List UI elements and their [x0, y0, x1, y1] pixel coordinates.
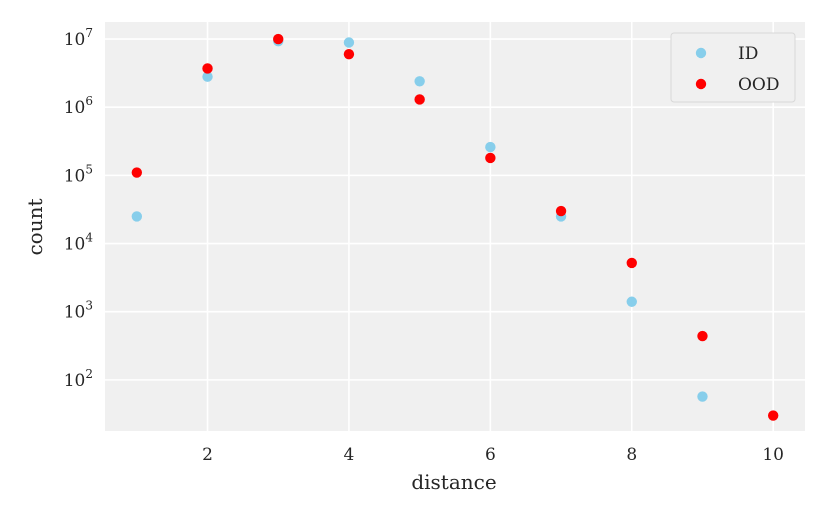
- x-tick-label: 8: [626, 445, 637, 465]
- point-id: [414, 76, 425, 87]
- legend-marker-ood: [695, 78, 707, 90]
- y-tick-label: 107: [64, 26, 93, 50]
- point-id: [343, 37, 355, 48]
- point-ood: [414, 94, 425, 105]
- legend: ID OOD: [670, 32, 796, 103]
- legend-label-id: ID: [738, 44, 758, 64]
- x-tick-label: 6: [485, 445, 496, 465]
- x-axis-ticks: 2 4 6 8 10: [202, 445, 784, 465]
- point-id: [485, 141, 496, 153]
- point-ood: [697, 330, 708, 342]
- x-tick-label: 2: [202, 445, 213, 465]
- x-tick-label: 10: [762, 445, 784, 465]
- point-ood: [343, 48, 355, 60]
- point-id: [131, 211, 143, 222]
- legend-marker-id: [695, 47, 707, 59]
- legend-label-ood: OOD: [738, 75, 780, 95]
- point-id: [697, 391, 708, 402]
- point-ood: [485, 152, 496, 164]
- point-ood: [555, 205, 567, 217]
- y-tick-label: 106: [64, 94, 93, 118]
- x-axis-label: distance: [411, 470, 496, 494]
- data-points: [131, 33, 779, 421]
- point-ood: [202, 63, 213, 74]
- point-ood: [131, 167, 143, 178]
- point-id: [202, 71, 213, 82]
- y-tick-label: 105: [64, 162, 93, 186]
- y-axis-ticks: 102 103 104 105 106 107: [64, 26, 94, 391]
- point-id: [626, 296, 637, 307]
- y-tick-label: 102: [64, 367, 93, 391]
- y-tick-label: 103: [64, 299, 93, 323]
- y-axis-label: count: [23, 198, 47, 255]
- series-ood: [131, 33, 779, 421]
- point-ood: [273, 33, 284, 45]
- y-tick-label: 104: [64, 231, 94, 255]
- point-ood: [626, 257, 637, 269]
- point-ood: [767, 410, 779, 421]
- x-tick-label: 4: [344, 445, 355, 465]
